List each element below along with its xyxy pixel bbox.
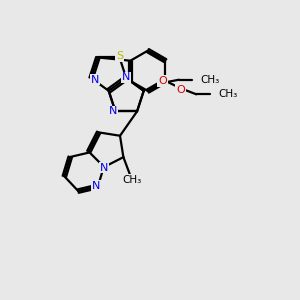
Text: O: O (158, 76, 167, 86)
Text: N: N (122, 73, 130, 82)
Text: N: N (100, 163, 108, 172)
Text: CH₃: CH₃ (218, 89, 237, 99)
Text: N: N (92, 181, 100, 191)
Text: S: S (116, 51, 123, 61)
Text: O: O (176, 85, 184, 95)
Text: N: N (91, 75, 99, 85)
Text: N: N (109, 106, 117, 116)
Text: CH₃: CH₃ (200, 75, 220, 85)
Text: CH₃: CH₃ (123, 175, 142, 185)
